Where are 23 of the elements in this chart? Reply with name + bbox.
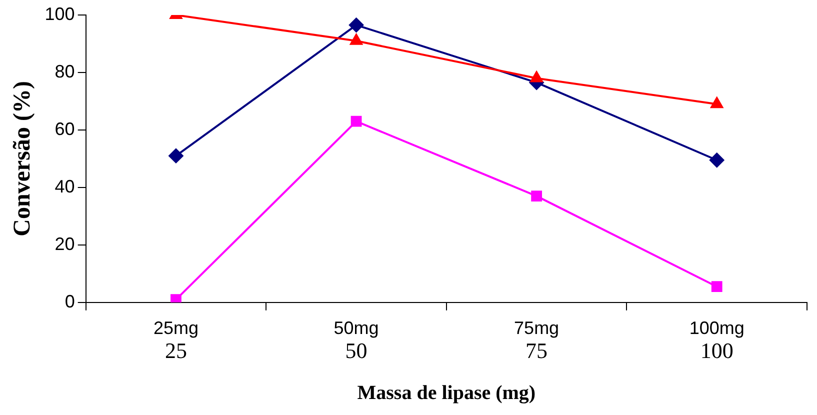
y-axis-title: Conversão (%) (10, 81, 36, 236)
x-tick-label: 50mg (334, 318, 379, 338)
point (170, 294, 182, 302)
y-tick-label: 80 (54, 61, 75, 82)
point (348, 18, 364, 33)
y-tick-label: 60 (54, 118, 75, 139)
point (350, 116, 362, 127)
x-axis-title: Massa de lipase (mg) (357, 382, 536, 404)
text: 75 (526, 338, 548, 364)
point (709, 152, 724, 168)
text: 50 (345, 338, 368, 364)
point (531, 190, 542, 202)
y-tick-label: 20 (54, 234, 75, 254)
text: 100 (700, 338, 734, 364)
y-tick-label: 40 (54, 176, 75, 196)
x-tick-label: 75mg (514, 318, 560, 338)
x-tick-label: 25mg (153, 318, 198, 338)
y-tick-label: 0 (64, 291, 75, 312)
y-tick-label: 100 (44, 4, 75, 24)
text: 25 (164, 338, 187, 364)
point (711, 281, 722, 292)
point (168, 148, 184, 164)
x-tick-label: 100mg (689, 318, 744, 338)
